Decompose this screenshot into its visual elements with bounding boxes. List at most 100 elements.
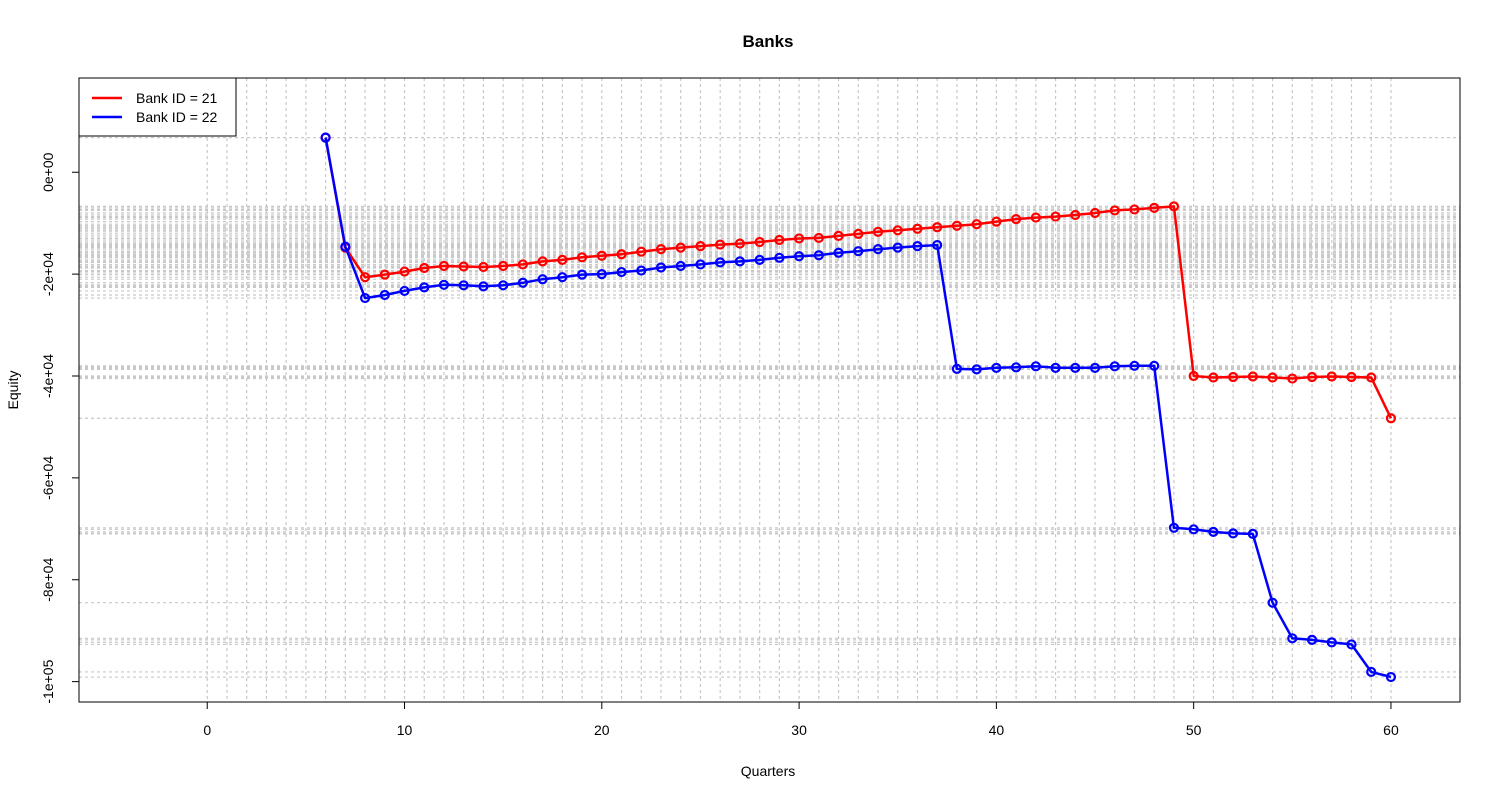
series-2-point [912, 240, 923, 252]
series-2-point [951, 363, 963, 374]
series-1-point [951, 220, 963, 231]
series-1-point [537, 256, 548, 267]
series-1-point [1011, 214, 1022, 225]
x-axis: 0 10 20 30 40 50 60 [203, 701, 1399, 738]
y-tick-label: -1e+05 [40, 659, 56, 703]
y-axis: 0e+00 -2e+04 -4e+04 -6e+04 -8e+04 -1e+05 [40, 152, 79, 704]
series-1-point [793, 233, 805, 244]
series-1-point [1050, 211, 1061, 222]
grid [79, 78, 1460, 702]
x-axis-label: Quarters [741, 763, 795, 779]
series-2-point [557, 272, 568, 283]
series-2-point [1129, 360, 1140, 371]
series-2-point [971, 364, 982, 375]
series-1-point [1149, 202, 1160, 213]
series-2-point [1326, 637, 1337, 648]
series-1-point [912, 223, 923, 234]
series-1-point [458, 261, 469, 272]
series-1-point [1267, 372, 1278, 383]
x-tick-label: 0 [203, 722, 211, 738]
series-1-point [872, 226, 884, 237]
series-1-point [833, 230, 844, 242]
series-1-point [1168, 201, 1180, 212]
series-1-point [1070, 209, 1081, 221]
series-2-point [399, 285, 410, 297]
series-1-point [754, 236, 765, 248]
series-2-point [438, 279, 450, 290]
series-2-point [517, 277, 528, 288]
series-2-point [1070, 362, 1081, 373]
series-1-point [1129, 204, 1140, 215]
series-1-point [892, 225, 903, 236]
series-2-point [932, 239, 943, 251]
series-2-point [498, 280, 509, 291]
series-1-point [813, 232, 824, 244]
series-2-point [715, 257, 726, 268]
series-2-point [340, 241, 351, 252]
series-1-point [478, 261, 489, 273]
series-2-point [872, 244, 884, 255]
series-2-point [754, 254, 765, 265]
series-2-point [478, 281, 489, 292]
series-1-point [636, 246, 647, 257]
series-line-2 [324, 137, 1392, 679]
series-1-point [932, 222, 943, 233]
series-2-point [1247, 528, 1258, 540]
series-2-point [892, 242, 903, 253]
x-tick-label: 40 [989, 722, 1005, 738]
series-2-point [1149, 360, 1160, 371]
series-1-point [695, 240, 706, 252]
series-1-point [1385, 413, 1397, 424]
series-2-point [774, 252, 785, 263]
y-tick-label: -6e+04 [40, 456, 56, 500]
y-tick-label: -4e+04 [40, 354, 56, 398]
series-2-point [734, 256, 746, 267]
series-2-point [1385, 671, 1397, 683]
series-1-point [1306, 371, 1318, 383]
x-tick-label: 30 [791, 722, 807, 738]
series-2-point [833, 247, 844, 258]
legend-box [78, 77, 237, 137]
y-tick-label: -8e+04 [40, 558, 56, 602]
series-1-point [1287, 373, 1298, 384]
series-2-point [695, 259, 706, 270]
chart-title: Banks [742, 32, 793, 51]
series-1-point [1030, 212, 1041, 223]
series-1-point [675, 242, 686, 253]
series-2-point [991, 362, 1002, 373]
series-2-point [359, 292, 371, 304]
series-2-point [1109, 361, 1120, 372]
series-1-point [1089, 207, 1101, 219]
series-2-point [1346, 639, 1357, 650]
series-1-point [1188, 370, 1199, 382]
series-2-point [1168, 522, 1180, 533]
series-2-point [1050, 362, 1061, 373]
series-2-point [1306, 634, 1318, 645]
series-2-point [853, 246, 864, 257]
series-2-point [419, 282, 430, 293]
series-2-point [675, 260, 686, 272]
x-tick-label: 10 [397, 722, 413, 738]
y-axis-label: Equity [5, 371, 21, 410]
series-1-point [557, 254, 568, 265]
series-1-point [715, 239, 726, 250]
series-2-point [320, 132, 331, 143]
series-1-point [419, 262, 430, 274]
series-2-point [1366, 666, 1377, 678]
series-2-point [616, 266, 627, 278]
series-1-point [1326, 371, 1337, 382]
series-2-point [1208, 526, 1219, 537]
series-line-1 [324, 137, 1393, 419]
series-2-point [793, 251, 805, 262]
y-tick-label: 0e+00 [40, 152, 56, 192]
legend-label-bank-21: Bank ID = 21 [136, 90, 218, 106]
series-1-point [1366, 372, 1377, 383]
series-layer [320, 132, 1397, 683]
series-2-point [1030, 361, 1041, 372]
series-1-point [1109, 205, 1120, 216]
legend-label-bank-22: Bank ID = 22 [136, 109, 218, 125]
series-1-point [971, 219, 982, 230]
series-2-point [636, 265, 647, 276]
series-1-point [596, 250, 607, 261]
series-1-point [774, 234, 785, 246]
